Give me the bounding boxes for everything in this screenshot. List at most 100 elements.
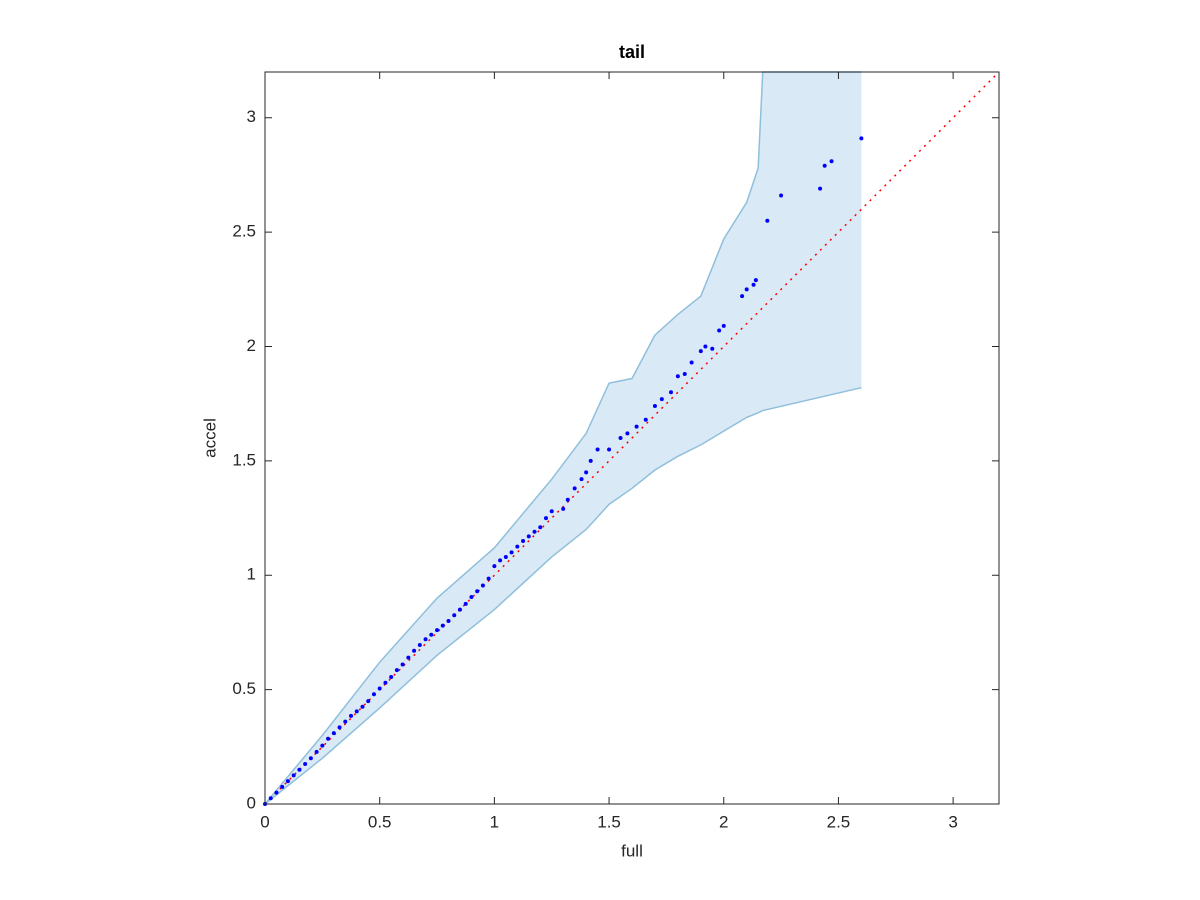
data-point [668, 390, 673, 395]
data-point [779, 193, 784, 198]
data-point [659, 397, 664, 402]
data-point [280, 784, 285, 789]
data-point [689, 360, 694, 365]
data-point [565, 497, 570, 502]
x-tick-label: 1 [490, 812, 499, 831]
data-point [475, 589, 480, 594]
data-point [561, 506, 566, 511]
band-upper-edge [264, 71, 862, 805]
data-point [588, 458, 593, 463]
data-point [440, 623, 445, 628]
data-point [859, 136, 864, 141]
data-point [607, 447, 612, 452]
data-point [682, 371, 687, 376]
axes-box [264, 71, 1000, 805]
confidence-band [265, 72, 862, 804]
x-tick-label: 1.5 [597, 812, 621, 831]
data-point [343, 719, 348, 724]
data-point [285, 779, 290, 784]
data-point [717, 328, 722, 333]
data-point [435, 628, 440, 633]
chart-title: tail [619, 42, 645, 62]
data-point [698, 349, 703, 354]
y-axis-label: accel [200, 418, 219, 458]
y-tick-label: 2 [247, 336, 256, 355]
data-point [765, 218, 770, 223]
x-tick-label: 0 [260, 812, 269, 831]
y-tick-label: 0.5 [232, 679, 256, 698]
data-point [503, 554, 508, 559]
data-point [625, 431, 630, 436]
data-point [751, 282, 756, 287]
data-point [521, 538, 526, 543]
data-point [308, 756, 313, 761]
data-point [320, 743, 325, 748]
data-point [417, 643, 422, 648]
data-point [383, 680, 388, 685]
data-point [549, 509, 554, 514]
data-point [509, 550, 514, 555]
data-point [360, 704, 365, 709]
data-point [818, 186, 823, 191]
data-point [492, 564, 497, 569]
data-point [366, 699, 371, 704]
data-point [740, 294, 745, 299]
data-point [538, 525, 543, 530]
data-point [423, 637, 428, 642]
data-point [675, 374, 680, 379]
data-point [753, 278, 758, 283]
data-point [314, 749, 319, 754]
x-tick-label: 2 [719, 812, 728, 831]
data-point [406, 655, 411, 660]
y-tick-label: 3 [247, 107, 256, 126]
data-point [349, 713, 354, 718]
data-point [643, 417, 648, 422]
x-tick-label: 3 [948, 812, 957, 831]
data-point [710, 346, 715, 351]
x-tick-label: 0.5 [368, 812, 392, 831]
data-point [331, 731, 336, 736]
band-lower-edge [264, 386, 862, 805]
data-point [703, 344, 708, 349]
data-point [572, 486, 577, 491]
data-point [274, 790, 279, 795]
y-tick-label: 1 [247, 565, 256, 584]
reference-line [264, 71, 1000, 805]
data-point [354, 709, 359, 714]
data-point [457, 607, 462, 612]
data-point [498, 558, 503, 563]
x-axis-label: full [621, 841, 643, 860]
data-point [429, 632, 434, 637]
data-point [412, 648, 417, 653]
data-point [543, 516, 548, 521]
data-point [394, 668, 399, 673]
data-point [584, 470, 589, 475]
data-point [595, 447, 600, 452]
data-point [480, 583, 485, 588]
data-point [371, 692, 376, 697]
y-tick-label: 2.5 [232, 222, 256, 241]
plot-area [263, 71, 1000, 806]
data-point [297, 767, 302, 772]
data-point [744, 287, 749, 292]
y-tick-label: 1.5 [232, 450, 256, 469]
data-point [303, 761, 308, 766]
data-point [377, 686, 382, 691]
data-point [652, 403, 657, 408]
data-point [326, 736, 331, 741]
data-point [829, 159, 834, 164]
data-point [618, 436, 623, 440]
data-point [268, 796, 273, 801]
y-tick-label: 0 [247, 793, 256, 812]
data-point [486, 576, 491, 581]
data-point [515, 544, 520, 549]
x-tick-label: 2.5 [827, 812, 851, 831]
data-point [532, 529, 537, 534]
data-point [446, 619, 451, 623]
data-point [452, 613, 457, 618]
data-point [579, 477, 584, 482]
data-point [526, 534, 531, 539]
data-point [389, 675, 394, 680]
data-point [721, 323, 726, 328]
